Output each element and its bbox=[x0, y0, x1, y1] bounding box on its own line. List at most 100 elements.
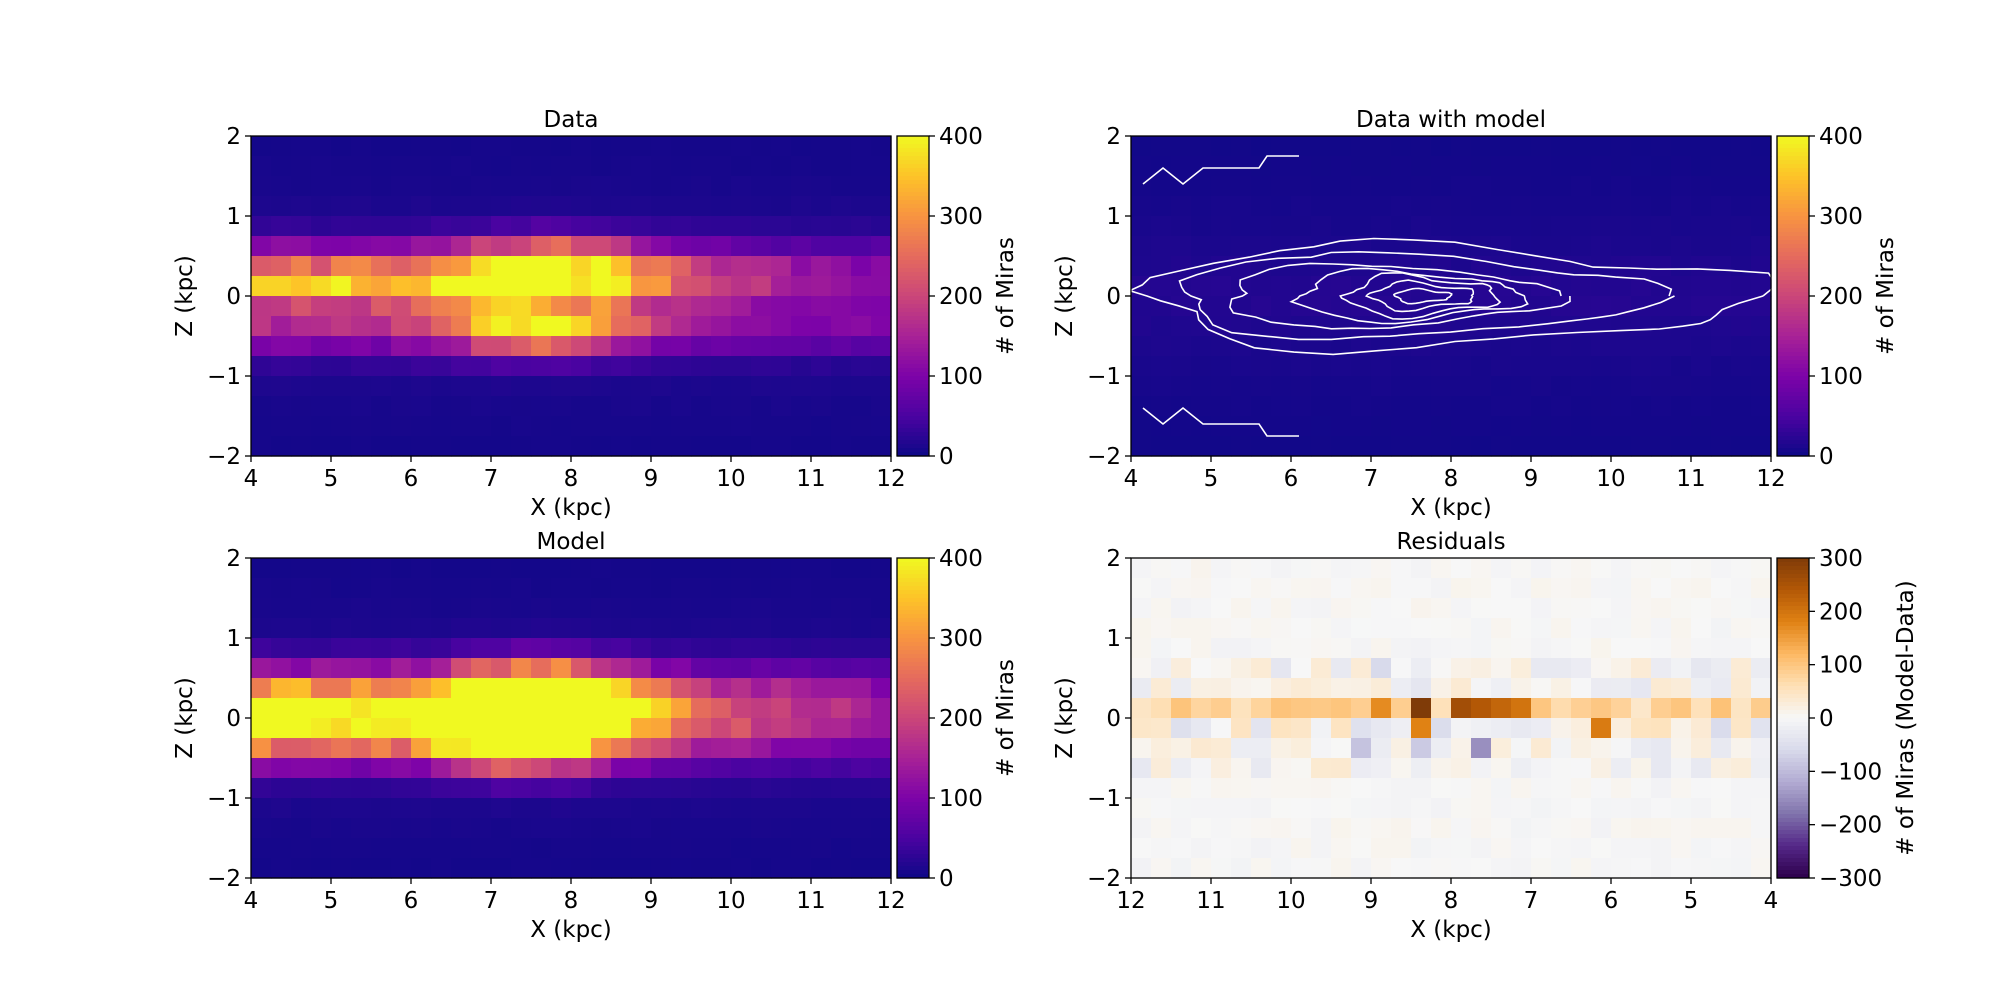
heatmap-cell bbox=[1531, 618, 1552, 639]
heatmap-cell bbox=[291, 818, 312, 839]
heatmap-cell bbox=[1751, 316, 1772, 337]
heatmap-cell bbox=[351, 156, 372, 177]
heatmap-cell bbox=[531, 256, 552, 277]
heatmap-cell bbox=[1491, 376, 1512, 397]
heatmap-cell bbox=[1471, 316, 1492, 337]
heatmap-cell bbox=[611, 316, 632, 337]
heatmap-cell bbox=[351, 436, 372, 457]
heatmap-cell bbox=[1451, 698, 1472, 719]
heatmap-cell bbox=[1291, 678, 1312, 699]
heatmap-cell bbox=[731, 818, 752, 839]
heatmap-cell bbox=[811, 858, 832, 879]
heatmap-cell bbox=[1591, 698, 1612, 719]
heatmap-cell bbox=[1311, 156, 1332, 177]
heatmap-cell bbox=[511, 618, 532, 639]
heatmap-cell bbox=[691, 738, 712, 759]
heatmap-cell bbox=[771, 858, 792, 879]
heatmap-cell bbox=[571, 858, 592, 879]
heatmap-cell bbox=[1731, 176, 1752, 197]
colorbar-segment bbox=[1777, 200, 1809, 205]
x-tick-label: 12 bbox=[876, 466, 905, 492]
heatmap-cell bbox=[591, 738, 612, 759]
colorbar-segment bbox=[1777, 140, 1809, 145]
x-axis-label: X (kpc) bbox=[530, 495, 612, 521]
heatmap-cell bbox=[491, 678, 512, 699]
colorbar-segment bbox=[1777, 618, 1809, 623]
heatmap-cell bbox=[1731, 356, 1752, 377]
heatmap-cell bbox=[491, 818, 512, 839]
heatmap-cell bbox=[831, 738, 852, 759]
heatmap-cell bbox=[1191, 436, 1212, 457]
heatmap-cell bbox=[1271, 296, 1292, 317]
colorbar-segment bbox=[897, 786, 929, 791]
heatmap-cell bbox=[1711, 858, 1732, 879]
heatmap-cell bbox=[671, 778, 692, 799]
colorbar-segment bbox=[1777, 344, 1809, 349]
heatmap-cell bbox=[1571, 136, 1592, 157]
heatmap-cell bbox=[811, 376, 832, 397]
colorbar-tick-label: 0 bbox=[939, 866, 954, 892]
heatmap-cell bbox=[651, 558, 672, 579]
heatmap-cell bbox=[1551, 578, 1572, 599]
heatmap-cell bbox=[651, 316, 672, 337]
heatmap-cell bbox=[1551, 738, 1572, 759]
heatmap-cell bbox=[1511, 216, 1532, 237]
heatmap-cell bbox=[371, 216, 392, 237]
heatmap-cell bbox=[1751, 156, 1772, 177]
heatmap-cell bbox=[1491, 416, 1512, 437]
heatmap-cell bbox=[1491, 196, 1512, 217]
heatmap-cell bbox=[671, 678, 692, 699]
heatmap-cell bbox=[1411, 838, 1432, 859]
heatmap-cell bbox=[751, 396, 772, 417]
heatmap-cell bbox=[1411, 698, 1432, 719]
heatmap-cell bbox=[1371, 838, 1392, 859]
heatmap-cell bbox=[691, 256, 712, 277]
heatmap-cell bbox=[1331, 658, 1352, 679]
heatmap-cell bbox=[1571, 598, 1592, 619]
heatmap-cell bbox=[631, 176, 652, 197]
heatmap-cell bbox=[391, 316, 412, 337]
colorbar-tick-label: 300 bbox=[1819, 204, 1863, 230]
heatmap-cell bbox=[1311, 558, 1332, 579]
heatmap-cell bbox=[1171, 598, 1192, 619]
heatmap-cell bbox=[1231, 436, 1252, 457]
colorbar-segment bbox=[1777, 690, 1809, 695]
heatmap-cell bbox=[271, 296, 292, 317]
heatmap-cell bbox=[631, 598, 652, 619]
heatmap-cell bbox=[1651, 578, 1672, 599]
heatmap-cell bbox=[1751, 838, 1772, 859]
heatmap-cell bbox=[1731, 216, 1752, 237]
heatmap-cell bbox=[1351, 416, 1372, 437]
heatmap-cell bbox=[1451, 678, 1472, 699]
heatmap-cell bbox=[411, 638, 432, 659]
heatmap-cell bbox=[1331, 196, 1352, 217]
colorbar-segment bbox=[897, 626, 929, 631]
heatmap-cell bbox=[1431, 396, 1452, 417]
heatmap-cell bbox=[1631, 698, 1652, 719]
heatmap-cell bbox=[1291, 396, 1312, 417]
colorbar-segment bbox=[897, 566, 929, 571]
heatmap-cell bbox=[1651, 436, 1672, 457]
heatmap-cell bbox=[1131, 778, 1152, 799]
heatmap-cell bbox=[591, 658, 612, 679]
heatmap-cell bbox=[1431, 196, 1452, 217]
x-tick-label: 5 bbox=[324, 466, 339, 492]
heatmap-cell bbox=[391, 136, 412, 157]
colorbar-segment bbox=[897, 360, 929, 365]
colorbar-segment bbox=[1777, 256, 1809, 261]
colorbar-segment bbox=[1777, 838, 1809, 843]
heatmap-cell bbox=[1311, 136, 1332, 157]
colorbar-tick-label: 300 bbox=[939, 204, 983, 230]
x-tick-label: 4 bbox=[244, 466, 259, 492]
heatmap-cell bbox=[711, 558, 732, 579]
heatmap-cell bbox=[1611, 136, 1632, 157]
heatmap-cell bbox=[411, 558, 432, 579]
heatmap-cell bbox=[1171, 798, 1192, 819]
heatmap-cell bbox=[1611, 858, 1632, 879]
heatmap-cell bbox=[1311, 236, 1332, 257]
colorbar-segment bbox=[897, 296, 929, 301]
heatmap-cell bbox=[451, 578, 472, 599]
heatmap-cell bbox=[1631, 396, 1652, 417]
colorbar-segment bbox=[1777, 336, 1809, 341]
heatmap-cell bbox=[1471, 718, 1492, 739]
